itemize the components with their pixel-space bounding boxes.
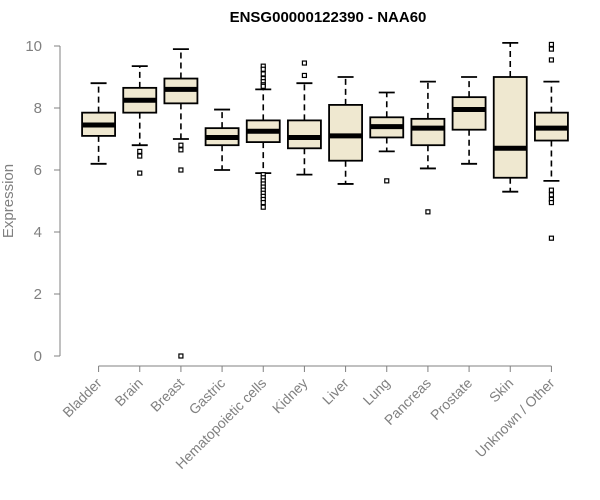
outlier-point xyxy=(301,60,308,66)
x-tick-label-kidney: Kidney xyxy=(269,375,311,417)
x-tick-label-liver: Liver xyxy=(319,375,352,408)
box-liver xyxy=(328,76,363,185)
outlier-point xyxy=(548,235,555,241)
box-hematopoietic-cells xyxy=(245,63,281,210)
y-axis-label: Expression xyxy=(0,164,17,238)
outlier-point xyxy=(548,46,555,52)
outlier-point xyxy=(137,148,143,154)
outlier-point xyxy=(260,204,266,210)
box-pancreas xyxy=(410,80,446,215)
box-gastric xyxy=(204,108,240,171)
chart-title: ENSG00000122390 - NAA60 xyxy=(230,9,427,26)
outlier-point xyxy=(548,57,555,63)
boxes xyxy=(81,41,569,359)
outlier-point xyxy=(548,199,555,206)
y-tick-label-2: 2 xyxy=(34,286,42,303)
x-tick-label-breast: Breast xyxy=(147,375,187,415)
box-lung xyxy=(369,91,405,184)
y-tick-label-6: 6 xyxy=(34,162,42,179)
y-tick-label-8: 8 xyxy=(34,100,42,117)
outlier-point xyxy=(178,167,184,173)
y-tick-label-0: 0 xyxy=(34,348,42,365)
box-body xyxy=(328,104,363,162)
outlier-point xyxy=(137,170,143,176)
outlier-point xyxy=(260,83,266,89)
outlier-point xyxy=(260,199,266,206)
box-unknown-other xyxy=(534,41,569,241)
box-prostate xyxy=(451,76,487,165)
x-tick-label-prostate: Prostate xyxy=(427,375,475,423)
box-breast xyxy=(163,48,199,359)
x-tick-label-lung: Lung xyxy=(360,375,393,408)
outlier-point xyxy=(425,209,431,215)
y-tick-label-10: 10 xyxy=(25,38,42,55)
box-kidney xyxy=(287,60,322,176)
outlier-point xyxy=(178,147,184,153)
box-body xyxy=(451,96,487,131)
outlier-point xyxy=(260,66,266,72)
outlier-point xyxy=(301,72,308,79)
y-axis: 0 2 4 6 8 10 xyxy=(25,38,61,365)
x-tick-label-brain: Brain xyxy=(111,375,145,409)
y-tick-label-4: 4 xyxy=(34,224,42,241)
outlier-point xyxy=(178,353,184,359)
outlier-point xyxy=(548,187,555,193)
x-tick-label-skin: Skin xyxy=(486,375,517,406)
outlier-point xyxy=(178,142,184,148)
box-bladder xyxy=(81,82,116,165)
box-body xyxy=(492,76,528,179)
x-tick-label-bladder: Bladder xyxy=(59,375,105,421)
box-skin xyxy=(492,42,528,193)
outlier-point xyxy=(260,71,266,77)
box-body xyxy=(287,119,322,150)
outlier-point xyxy=(548,41,555,48)
box-body xyxy=(410,117,446,147)
outlier-point xyxy=(548,192,555,198)
outlier-point xyxy=(384,178,390,184)
outlier-point xyxy=(137,153,143,159)
box-brain xyxy=(122,65,158,176)
